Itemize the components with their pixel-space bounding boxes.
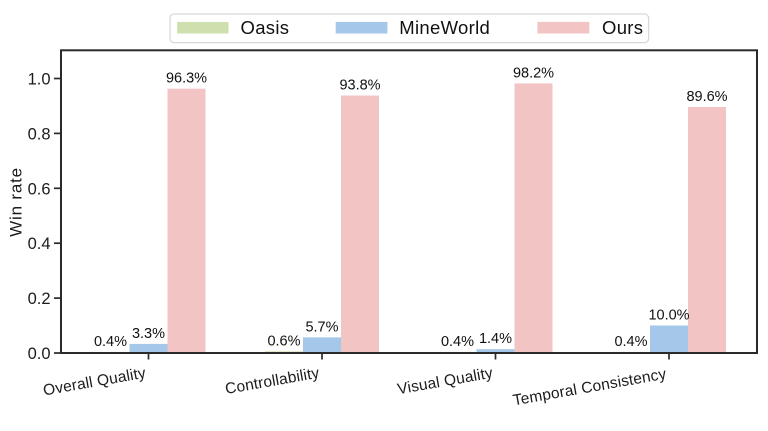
svg-text:5.7%: 5.7% — [305, 319, 338, 335]
svg-text:0.4%: 0.4% — [614, 334, 647, 350]
svg-text:93.8%: 93.8% — [339, 78, 380, 94]
svg-text:0.4: 0.4 — [28, 235, 51, 253]
svg-text:Ours: Ours — [602, 17, 643, 38]
svg-text:0.6%: 0.6% — [267, 333, 300, 349]
svg-text:0.6: 0.6 — [28, 180, 51, 198]
svg-text:3.3%: 3.3% — [132, 326, 165, 342]
svg-text:1.4%: 1.4% — [479, 331, 512, 347]
svg-text:Win rate: Win rate — [7, 167, 26, 237]
svg-text:0.8: 0.8 — [28, 125, 51, 143]
svg-text:Oasis: Oasis — [241, 17, 290, 38]
svg-text:MineWorld: MineWorld — [399, 17, 490, 38]
svg-text:0.2: 0.2 — [28, 290, 51, 308]
svg-text:0.4%: 0.4% — [94, 334, 127, 350]
svg-text:0.4%: 0.4% — [441, 334, 474, 350]
svg-text:98.2%: 98.2% — [513, 65, 554, 81]
svg-text:96.3%: 96.3% — [166, 71, 207, 87]
svg-text:0.0: 0.0 — [28, 345, 51, 363]
svg-text:10.0%: 10.0% — [648, 308, 689, 324]
svg-text:1.0: 1.0 — [28, 71, 51, 89]
svg-text:89.6%: 89.6% — [686, 89, 727, 105]
